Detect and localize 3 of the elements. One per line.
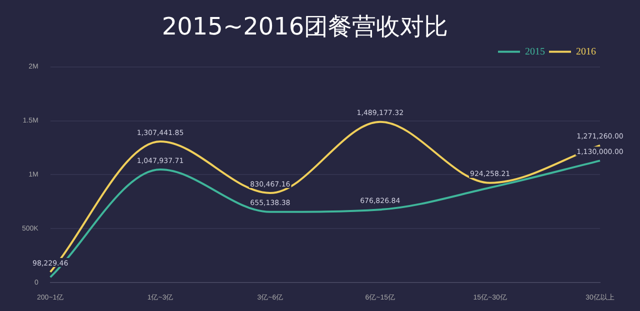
legend-label: 2015 [525,46,545,58]
chart-title: 2015~2016团餐营收对比 [162,12,448,41]
legend-label: 2016 [576,46,596,58]
